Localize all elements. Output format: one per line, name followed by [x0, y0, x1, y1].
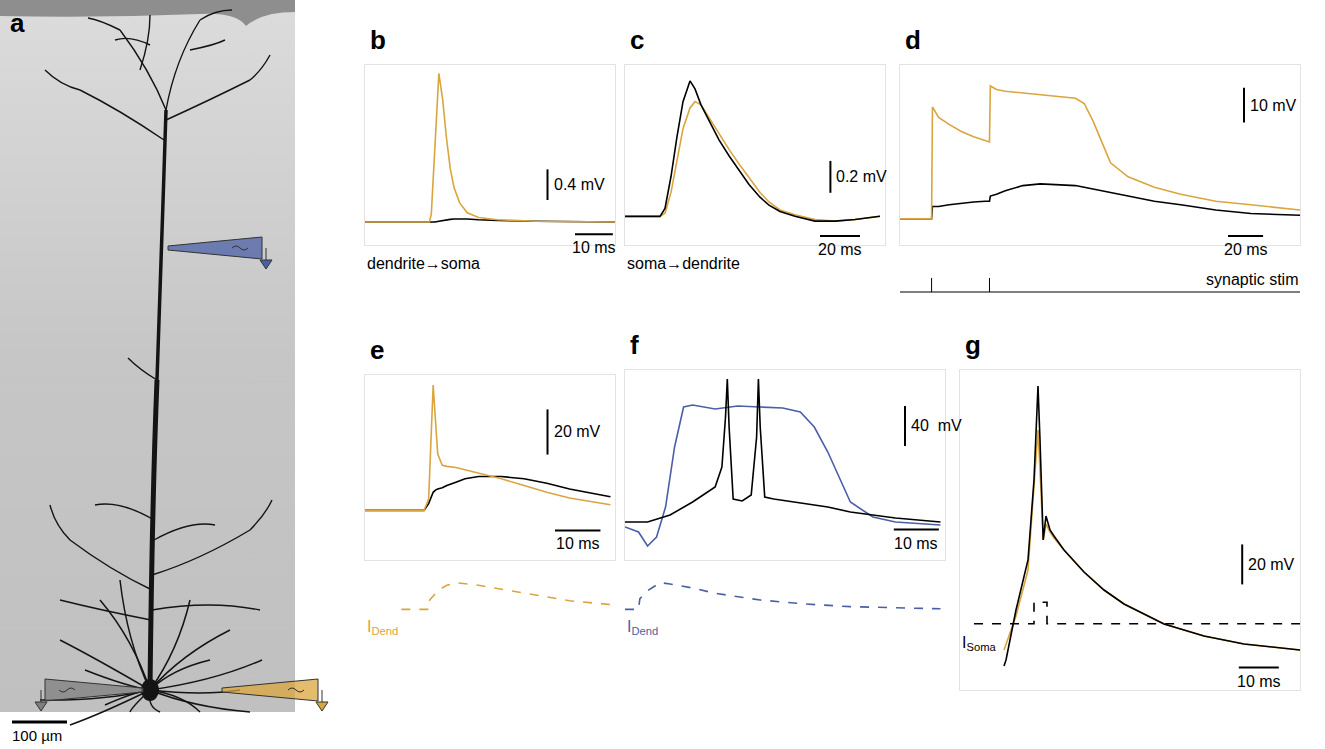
svg-text:40 mV: 40 mV	[911, 417, 962, 434]
svg-text:soma→dendrite: soma→dendrite	[627, 255, 740, 272]
svg-text:I​Soma​: I​Soma​	[962, 634, 996, 653]
svg-text:20 mV: 20 mV	[554, 423, 601, 440]
svg-text:c: c	[630, 25, 644, 55]
svg-text:10 mV: 10 mV	[1250, 97, 1297, 114]
svg-text:dendrite→soma: dendrite→soma	[367, 255, 480, 272]
svg-text:10 ms: 10 ms	[572, 239, 616, 256]
svg-text:d: d	[905, 25, 921, 55]
svg-text:I​Dend​: I​Dend​	[367, 618, 398, 637]
svg-text:synaptic stim: synaptic stim	[1206, 271, 1298, 288]
svg-text:20 mV: 20 mV	[1248, 556, 1295, 573]
svg-text:10 ms: 10 ms	[894, 535, 938, 552]
svg-text:0.2 mV: 0.2 mV	[836, 168, 887, 185]
svg-text:g: g	[965, 330, 981, 360]
svg-text:10 ms: 10 ms	[556, 535, 600, 552]
svg-text:10 ms: 10 ms	[1237, 673, 1281, 690]
svg-text:I​Dend​: I​Dend​	[627, 618, 658, 637]
svg-text:b: b	[370, 25, 386, 55]
svg-text:20 ms: 20 ms	[818, 241, 862, 258]
svg-text:a: a	[10, 8, 25, 38]
svg-text:e: e	[370, 335, 384, 365]
svg-text:0.4 mV: 0.4 mV	[554, 176, 605, 193]
svg-text:f: f	[630, 330, 639, 360]
svg-text:100 µm: 100 µm	[12, 727, 62, 744]
svg-text:20 ms: 20 ms	[1224, 241, 1268, 258]
